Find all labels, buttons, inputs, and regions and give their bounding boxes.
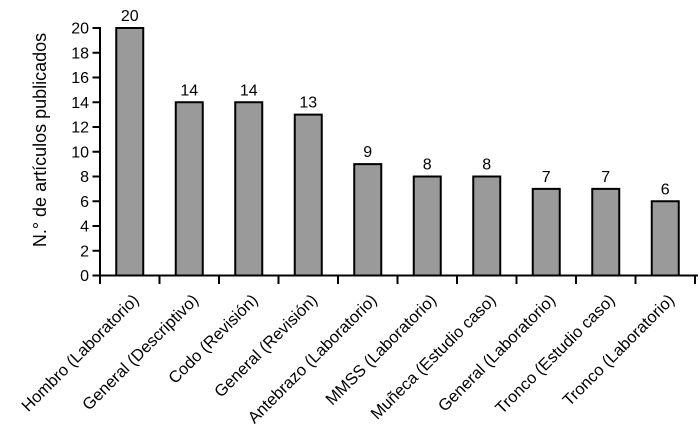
bar-value-label: 14 [180,82,198,99]
y-tick-label: 18 [71,45,89,62]
bar [174,101,204,277]
x-tick-label: Hombro (Laboratorio) [18,291,142,415]
x-tick-label: General (Revisión) [211,291,321,401]
y-tick-label: 2 [80,243,89,260]
bar [293,113,323,277]
bars-layer [115,27,680,277]
bar-value-label: 9 [363,144,372,161]
y-tick-label: 4 [80,219,89,236]
bar [234,101,264,277]
x-tick-label: MMSS (Laboratorio) [322,291,440,409]
y-axis-title: N.° de artículos publicados [30,33,50,247]
bar [591,187,621,277]
bar [115,27,145,277]
y-tick-label: 10 [71,144,89,161]
y-tick-label: 6 [80,194,89,211]
bar [353,163,383,277]
y-tick-label: 14 [71,95,89,112]
x-tick-label: Tronco (Estudio caso) [492,291,618,417]
bar-value-label: 7 [542,169,551,186]
y-tick-label: 12 [71,120,89,137]
bar [531,187,561,277]
bar [412,175,442,277]
bar-value-label: 13 [299,95,317,112]
bar-value-label: 8 [423,157,432,174]
y-tick-label: 20 [71,21,89,38]
bar-value-label: 7 [601,169,610,186]
bar-value-label: 14 [240,82,258,99]
bar-value-label: 6 [661,181,670,198]
bar-value-label: 8 [482,157,491,174]
y-tick-label: 0 [80,268,89,285]
x-tick-label: Tronco (Laboratorio) [559,291,678,410]
bar [650,200,680,277]
bar [472,175,502,277]
y-tick-label: 8 [80,169,89,186]
y-tick-label: 16 [71,70,89,87]
x-tick-label: General (Laboratorio) [435,291,559,415]
bar-value-label: 20 [121,8,139,25]
x-tick-label: General (Descriptivo) [79,291,202,414]
